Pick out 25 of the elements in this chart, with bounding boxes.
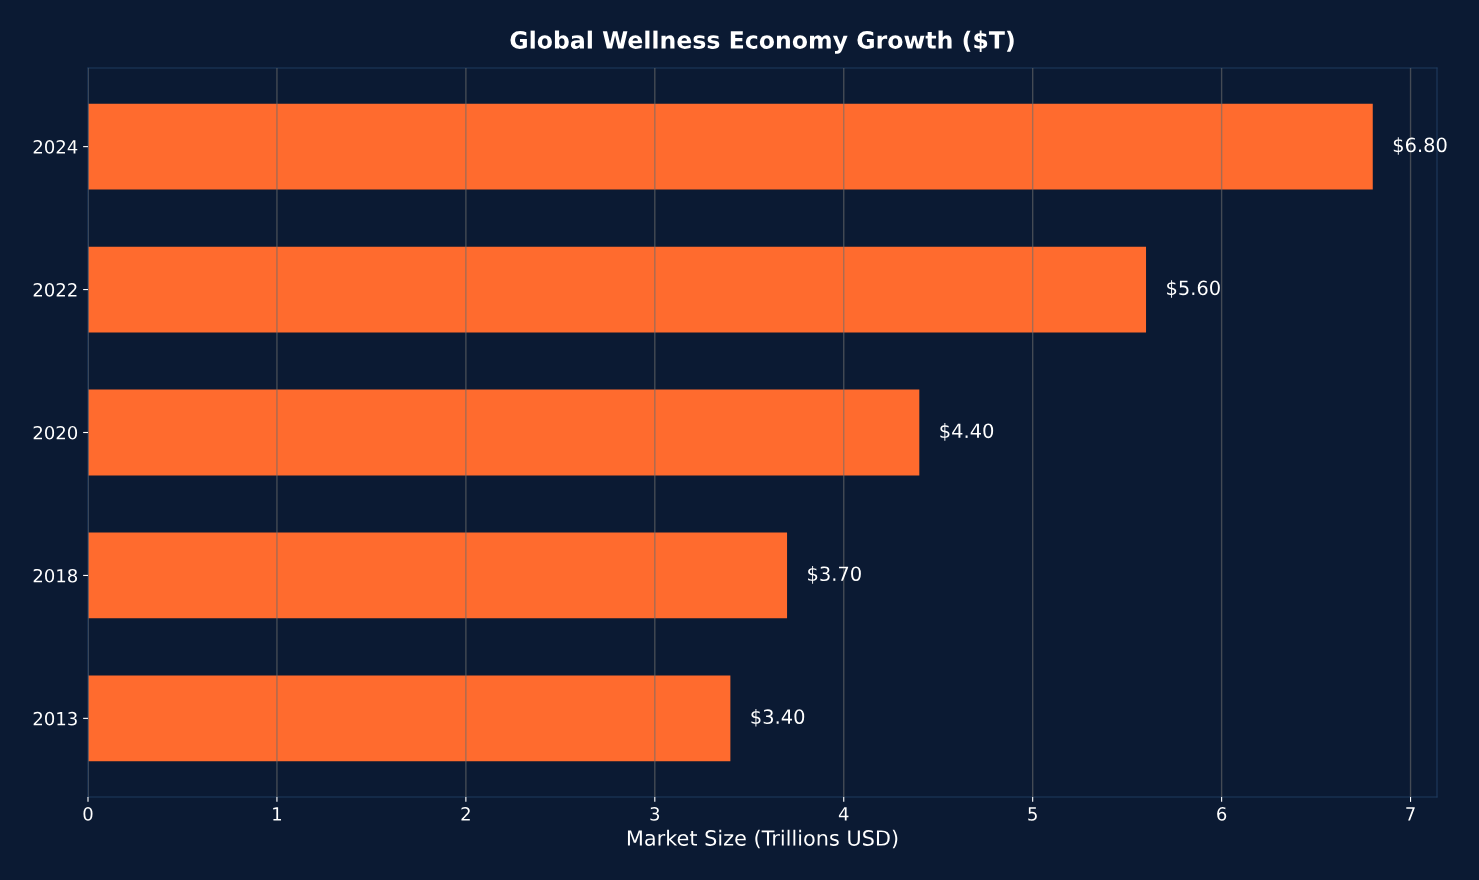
data-label: $4.40 xyxy=(940,423,994,441)
bar xyxy=(88,246,1147,333)
y-tick-label: 2022 xyxy=(33,283,77,297)
y-tick-label: 2013 xyxy=(33,711,77,726)
y-tick-label: 2024 xyxy=(33,140,78,154)
x-tick-label: 6 xyxy=(1217,807,1227,821)
data-label: $3.40 xyxy=(751,708,805,727)
x-tick-label: 1 xyxy=(273,807,282,821)
data-label: $6.80 xyxy=(1393,137,1447,155)
x-axis-title: Market Size (Trillions USD) xyxy=(627,829,898,849)
data-label: $5.60 xyxy=(1167,280,1220,298)
bar xyxy=(88,675,731,762)
x-tick-label: 2 xyxy=(461,807,470,821)
bar xyxy=(88,532,788,619)
chart-title: Global Wellness Economy Growth ($T) xyxy=(510,30,1014,54)
y-tick-label: 2020 xyxy=(33,425,78,440)
bar xyxy=(88,103,1373,190)
x-tick-label: 0 xyxy=(83,807,93,821)
bar xyxy=(88,389,920,476)
data-label: $3.70 xyxy=(808,566,861,584)
x-tick-label: 4 xyxy=(838,807,849,821)
x-tick-label: 7 xyxy=(1406,807,1415,821)
y-tick-label: 2018 xyxy=(33,568,78,583)
x-tick-label: 3 xyxy=(650,807,660,821)
x-tick-label: 5 xyxy=(1028,807,1037,821)
